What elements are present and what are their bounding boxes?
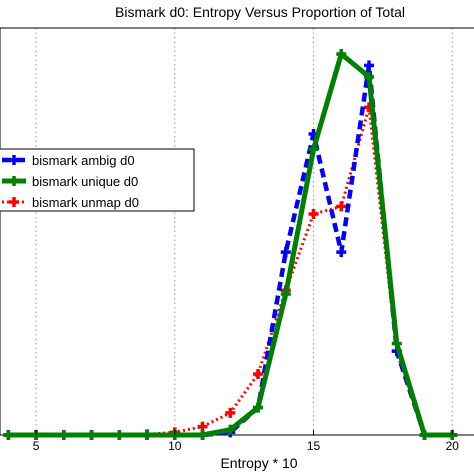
data-point-marker — [280, 247, 291, 258]
data-point-marker — [197, 421, 208, 432]
legend-box — [0, 148, 195, 212]
legend-label: bismark ambig d0 — [32, 153, 135, 168]
data-point-marker — [336, 201, 347, 212]
grid-layer — [35, 28, 453, 435]
legend-items: bismark ambig d0 bismark unique d0 bismark… — [2, 153, 139, 210]
legend-swatch-marker — [9, 197, 19, 207]
data-point-marker — [253, 369, 264, 380]
data-point-marker — [364, 71, 375, 82]
chart-title: Bismark d0: Entropy Versus Proportion of… — [115, 4, 405, 20]
legend-label: bismark unique d0 — [32, 174, 138, 189]
legend-swatch-marker — [9, 176, 19, 186]
legend-item: bismark unique d0 — [2, 174, 138, 189]
x-axis-label: Entropy * 10 — [220, 455, 297, 471]
data-point-marker — [364, 60, 375, 71]
legend-item: bismark unmap d0 — [2, 195, 139, 210]
data-point-marker — [86, 430, 97, 440]
data-point-marker — [419, 430, 430, 440]
data-point-marker — [58, 430, 69, 440]
legend[interactable]: bismark ambig d0 bismark unique d0 bismark… — [0, 148, 195, 212]
data-point-marker — [308, 209, 319, 220]
data-point-marker — [391, 338, 402, 349]
legend-label: bismark unmap d0 — [32, 195, 139, 210]
plot-area-frame — [0, 27, 474, 436]
series-layer — [3, 49, 458, 440]
data-point-marker — [336, 247, 347, 258]
data-point-marker — [253, 402, 264, 413]
x-tick-label: 20 — [446, 439, 460, 453]
x-tick-label: 10 — [168, 439, 182, 453]
legend-item: bismark ambig d0 — [2, 153, 135, 168]
data-point-marker — [197, 430, 208, 440]
data-point-marker — [114, 430, 125, 440]
data-point-marker — [308, 144, 319, 155]
data-point-marker — [336, 49, 347, 59]
x-tick-layer: 5 10 15 20 — [33, 430, 460, 453]
series-line — [8, 51, 453, 438]
legend-swatch-marker — [9, 155, 19, 165]
x-tick-label: 5 — [33, 439, 40, 453]
data-point-marker — [3, 430, 14, 440]
data-point-marker — [280, 289, 291, 300]
x-tick-label: 15 — [307, 439, 321, 453]
series-bismark-unique-d0 — [3, 49, 458, 440]
data-point-marker — [225, 407, 236, 418]
data-point-marker — [225, 424, 236, 435]
data-point-marker — [142, 430, 153, 440]
